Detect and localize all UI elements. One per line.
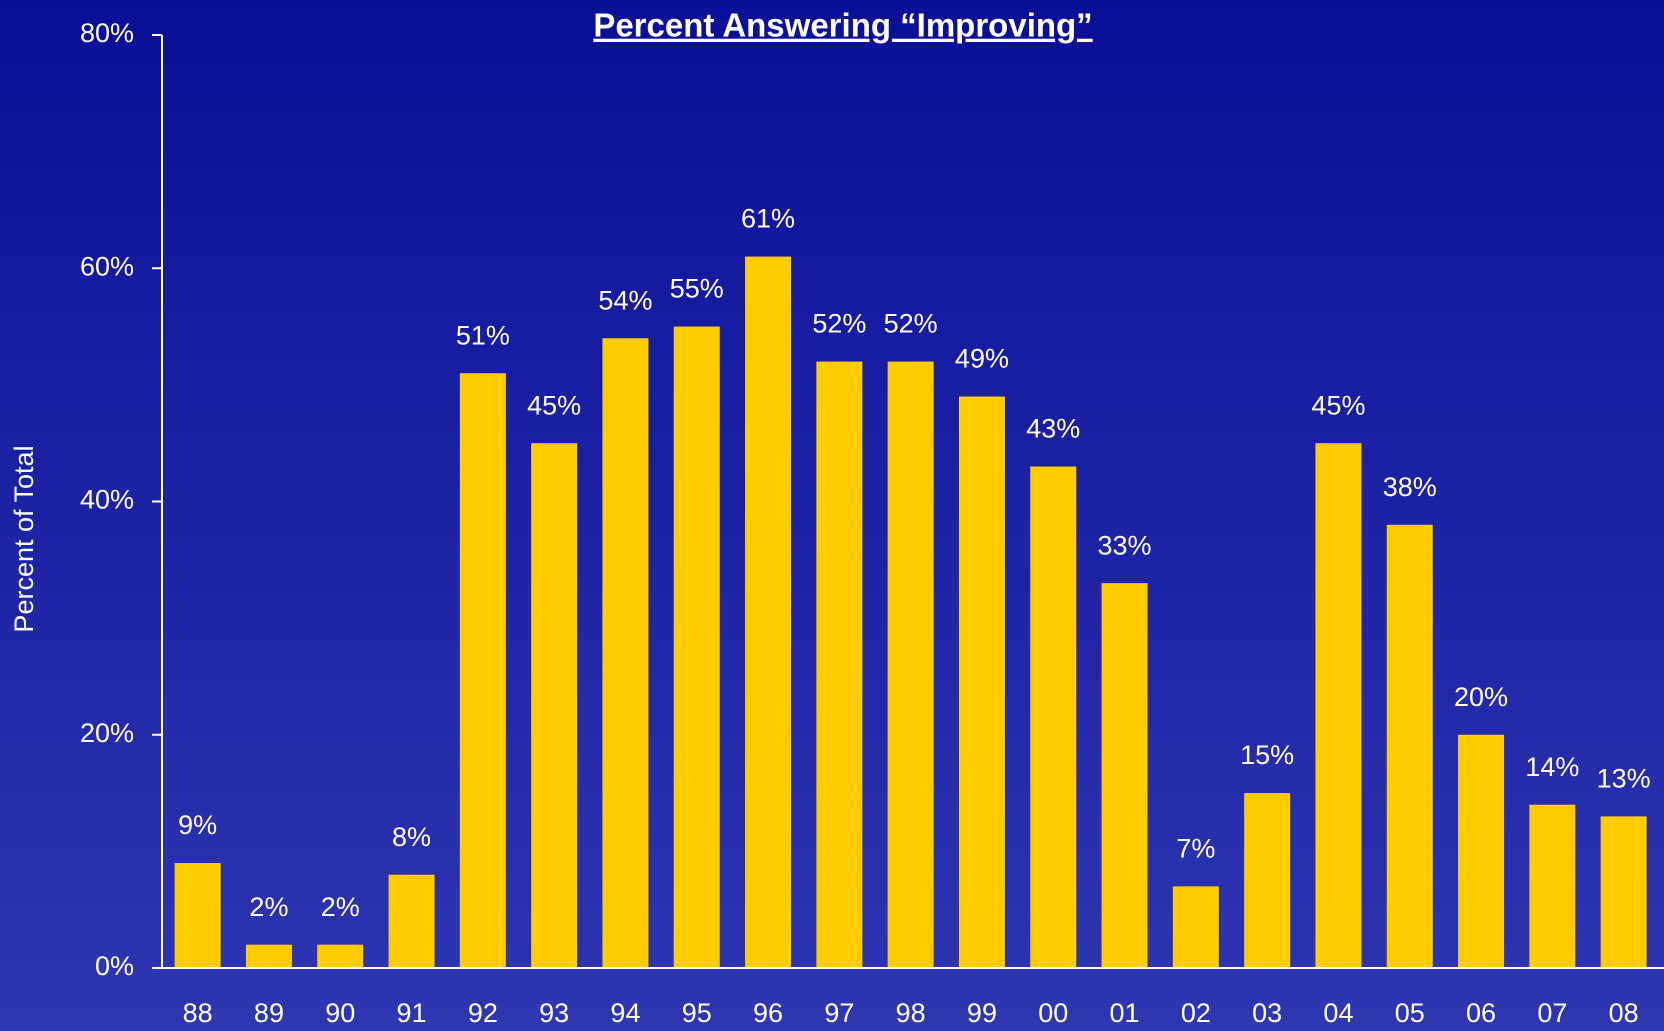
chart-title: Percent Answering “Improving” bbox=[593, 7, 1092, 44]
value-label: 8% bbox=[392, 822, 431, 852]
bar bbox=[673, 326, 720, 968]
value-label: 13% bbox=[1597, 764, 1651, 794]
value-label: 43% bbox=[1026, 414, 1080, 444]
y-tick-label: 40% bbox=[80, 485, 134, 515]
value-label: 2% bbox=[321, 892, 360, 922]
value-label: 54% bbox=[598, 285, 652, 315]
x-tick-label: 90 bbox=[325, 998, 355, 1028]
x-tick-label: 06 bbox=[1466, 998, 1496, 1028]
x-tick-label: 96 bbox=[753, 998, 783, 1028]
bar bbox=[245, 944, 292, 968]
bar bbox=[1172, 886, 1219, 968]
x-tick-label: 08 bbox=[1609, 998, 1639, 1028]
bar bbox=[1315, 443, 1362, 968]
x-tick-label: 07 bbox=[1537, 998, 1567, 1028]
x-tick-label: 89 bbox=[254, 998, 284, 1028]
bar bbox=[1600, 816, 1647, 968]
bar bbox=[388, 874, 435, 968]
bar bbox=[1386, 524, 1433, 968]
value-label: 49% bbox=[955, 344, 1009, 374]
bar bbox=[1101, 583, 1148, 968]
x-tick-label: 94 bbox=[610, 998, 640, 1028]
value-label: 20% bbox=[1454, 682, 1508, 712]
bar bbox=[1458, 734, 1505, 968]
value-label: 7% bbox=[1176, 833, 1215, 863]
value-label: 45% bbox=[527, 390, 581, 420]
value-label: 45% bbox=[1311, 390, 1365, 420]
x-tick-label: 00 bbox=[1038, 998, 1068, 1028]
x-tick-label: 91 bbox=[397, 998, 427, 1028]
bar bbox=[531, 443, 578, 968]
bar bbox=[1529, 804, 1576, 968]
x-tick-label: 04 bbox=[1323, 998, 1353, 1028]
bar bbox=[602, 338, 649, 969]
value-label: 52% bbox=[884, 309, 938, 339]
value-label: 55% bbox=[670, 274, 724, 304]
value-label: 33% bbox=[1098, 530, 1152, 560]
y-axis-title: Percent of Total bbox=[9, 445, 39, 632]
y-tick-label: 20% bbox=[80, 718, 134, 748]
value-label: 2% bbox=[249, 892, 288, 922]
x-tick-label: 03 bbox=[1252, 998, 1282, 1028]
bar bbox=[816, 361, 863, 968]
bar bbox=[1030, 466, 1077, 968]
x-tick-label: 01 bbox=[1110, 998, 1140, 1028]
bar bbox=[887, 361, 934, 968]
value-label: 38% bbox=[1383, 472, 1437, 502]
x-tick-label: 88 bbox=[183, 998, 213, 1028]
y-tick-label: 80% bbox=[80, 18, 134, 48]
x-tick-label: 93 bbox=[539, 998, 569, 1028]
value-label: 9% bbox=[178, 810, 217, 840]
x-tick-label: 98 bbox=[896, 998, 926, 1028]
value-label: 14% bbox=[1525, 752, 1579, 782]
bar bbox=[317, 944, 364, 968]
x-tick-label: 97 bbox=[824, 998, 854, 1028]
x-tick-label: 02 bbox=[1181, 998, 1211, 1028]
value-label: 61% bbox=[741, 204, 795, 234]
x-tick-label: 92 bbox=[468, 998, 498, 1028]
y-tick-label: 0% bbox=[95, 951, 134, 981]
value-label: 51% bbox=[456, 320, 510, 350]
y-tick-label: 60% bbox=[80, 251, 134, 281]
bar bbox=[459, 373, 506, 968]
x-tick-label: 05 bbox=[1395, 998, 1425, 1028]
bar bbox=[745, 256, 792, 968]
value-label: 15% bbox=[1240, 740, 1294, 770]
bar bbox=[958, 396, 1005, 969]
bar bbox=[1244, 793, 1291, 968]
value-label: 52% bbox=[812, 309, 866, 339]
x-tick-label: 99 bbox=[967, 998, 997, 1028]
x-tick-label: 95 bbox=[682, 998, 712, 1028]
bar bbox=[174, 863, 221, 968]
